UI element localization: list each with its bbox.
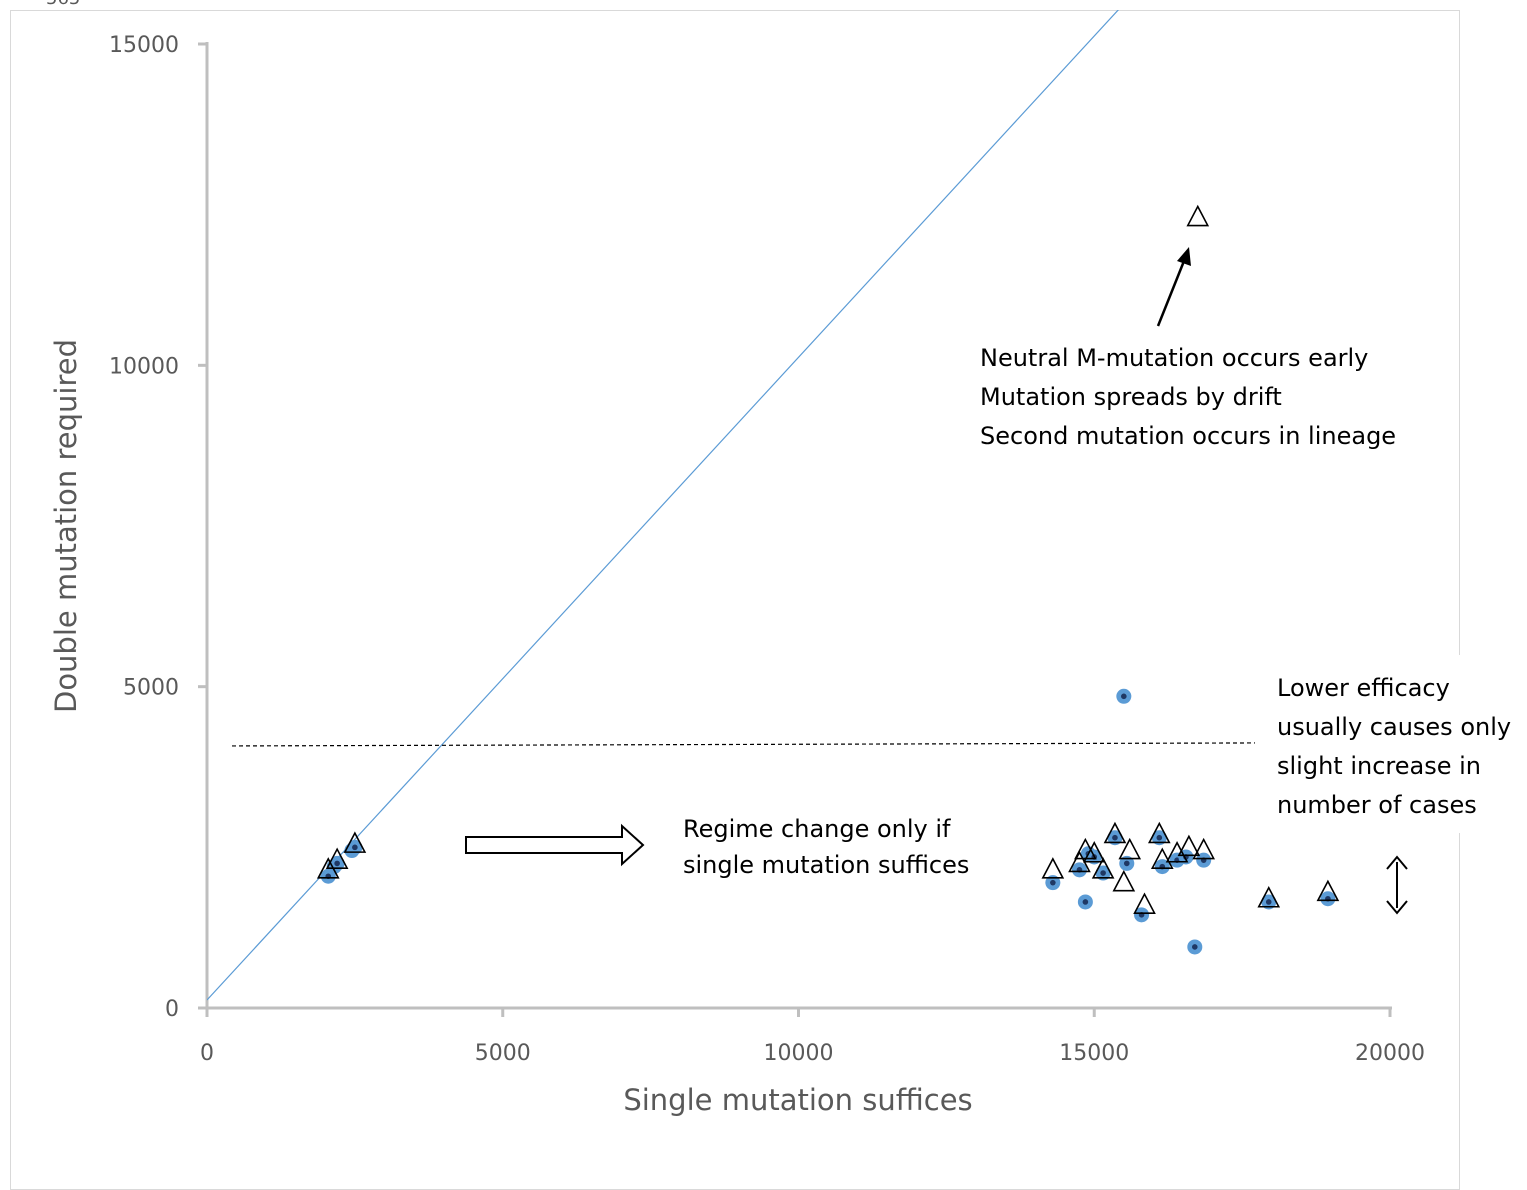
x-tick-label: 20000 [1355,1041,1425,1066]
triangle-data-point [1082,841,1106,863]
triangle-data-point [1091,857,1115,879]
y-tick-label: 15000 [109,33,179,58]
y-tick-label: 5000 [123,676,179,701]
neutral-annotation-line-3: Second mutation occurs in lineage [980,422,1396,450]
triangle-data-point [1041,857,1065,879]
x-tick-label: 10000 [764,1041,834,1066]
efficacy-annotation-line-3: slight increase in [1277,752,1481,780]
triangle-data-point [1186,204,1210,227]
x-tick-label: 5000 [475,1041,531,1066]
scatter-chart: 0 5000 10000 15000 20000 0 5000 10000 15000 Singl… [49,10,1527,1117]
triangle-data-point [1316,879,1340,902]
efficacy-annotation-line-4: number of cases [1277,791,1477,819]
axes: 0 5000 10000 15000 20000 0 5000 10000 15000 Singl… [49,33,1425,1117]
reference-lines [207,10,1256,1001]
efficacy-annotation-line-1: Lower efficacy [1277,674,1450,702]
triangle-data-point [1150,847,1174,869]
triangle-data-point [1192,837,1216,860]
triangle-data-point [1147,821,1171,844]
triangle-data-point [1257,886,1281,908]
triangle-data-point [1177,834,1201,857]
y-tick-label: 10000 [109,354,179,379]
regime-annotation-line-1: Regime change only if [683,815,951,843]
neutral-pointer-arrowhead [1177,247,1191,266]
circle-point-center [1100,870,1106,876]
y-axis-title: Double mutation required [49,339,83,713]
neutral-pointer-arrow [1156,255,1188,327]
triangle-data-point [325,847,349,869]
neutral-annotation-line-2: Mutation spreads by drift [980,383,1282,411]
efficacy-annotation-background [1262,655,1527,833]
circle-point-center [352,844,358,851]
triangle-data-point [1112,869,1136,892]
circle-point-center [1192,944,1198,950]
x-axis-title: Single mutation suffices [623,1083,972,1117]
x-tick-label: 15000 [1059,1041,1129,1066]
y-tick-label: 0 [165,997,179,1022]
annotations: Regime change only if single mutation su… [465,247,1527,915]
triangle-data-point [1133,892,1156,914]
regime-hollow-arrow [465,823,645,867]
threshold-dashed-line [231,742,1256,747]
regime-annotation-line-2: single mutation suffices [683,851,969,879]
neutral-annotation-line-1: Neutral M-mutation occurs early [980,344,1368,372]
circle-point-center [1082,899,1089,905]
circle-point-center [334,860,340,867]
circle-point-center [1265,899,1272,905]
circle-point-center [1121,693,1127,700]
x-tick-label: 0 [200,1041,214,1066]
circle-point-center [1123,860,1130,867]
circle-point-center [1050,879,1056,886]
double-headed-arrow-bottom [1386,900,1408,915]
efficacy-annotation-line-2: usually causes only [1277,713,1511,741]
cut-off-top-label: 565 [46,0,80,9]
diagonal-reference-line [207,10,1119,1001]
triangle-data-point [1103,821,1127,844]
data-points [316,204,1340,955]
triangle-data-point [1118,837,1142,860]
double-headed-arrow-top [1386,855,1408,870]
circle-point-center [1156,834,1163,841]
triangle-data-point [343,831,367,853]
triangle-data-point [1165,841,1189,863]
circle-point-center [1112,834,1118,841]
